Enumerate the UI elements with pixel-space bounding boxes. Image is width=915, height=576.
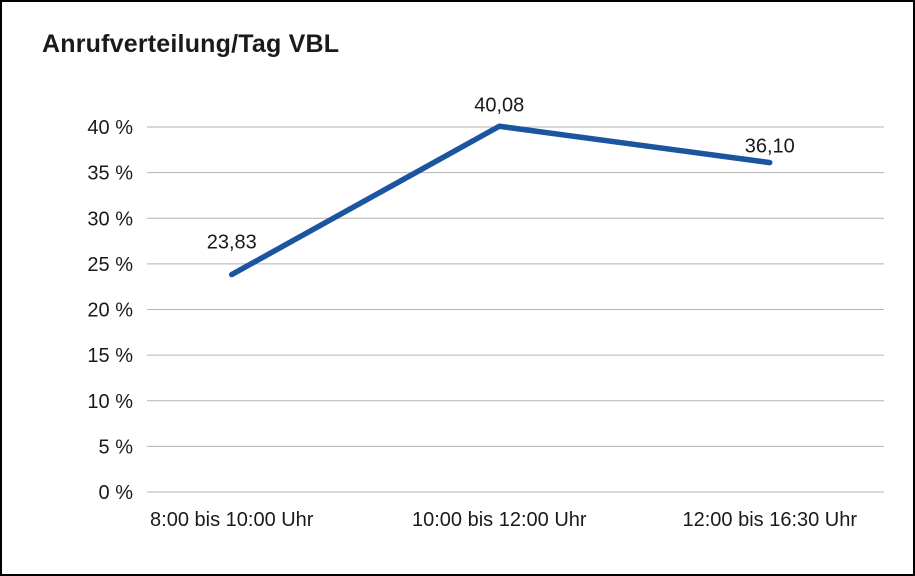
y-tick-label: 30 % [87, 208, 133, 230]
y-tick-label: 10 % [87, 391, 133, 413]
chart-title: Anrufverteilung/Tag VBL [42, 30, 340, 58]
y-tick-label: 0 % [99, 482, 134, 504]
x-category-label: 12:00 bis 16:30 Uhr [682, 509, 857, 531]
data-label: 23,83 [207, 232, 257, 254]
y-tick-label: 40 % [87, 117, 133, 139]
data-label: 40,08 [474, 94, 524, 116]
y-tick-label: 15 % [87, 345, 133, 367]
y-tick-label: 5 % [99, 436, 134, 458]
x-category-label: 10:00 bis 12:00 Uhr [412, 509, 587, 531]
y-tick-label: 20 % [87, 300, 133, 322]
x-category-label: 8:00 bis 10:00 Uhr [150, 509, 314, 531]
data-label: 36,10 [745, 136, 795, 158]
y-tick-label: 35 % [87, 163, 133, 185]
y-tick-label: 25 % [87, 254, 133, 276]
series-line [229, 123, 773, 278]
